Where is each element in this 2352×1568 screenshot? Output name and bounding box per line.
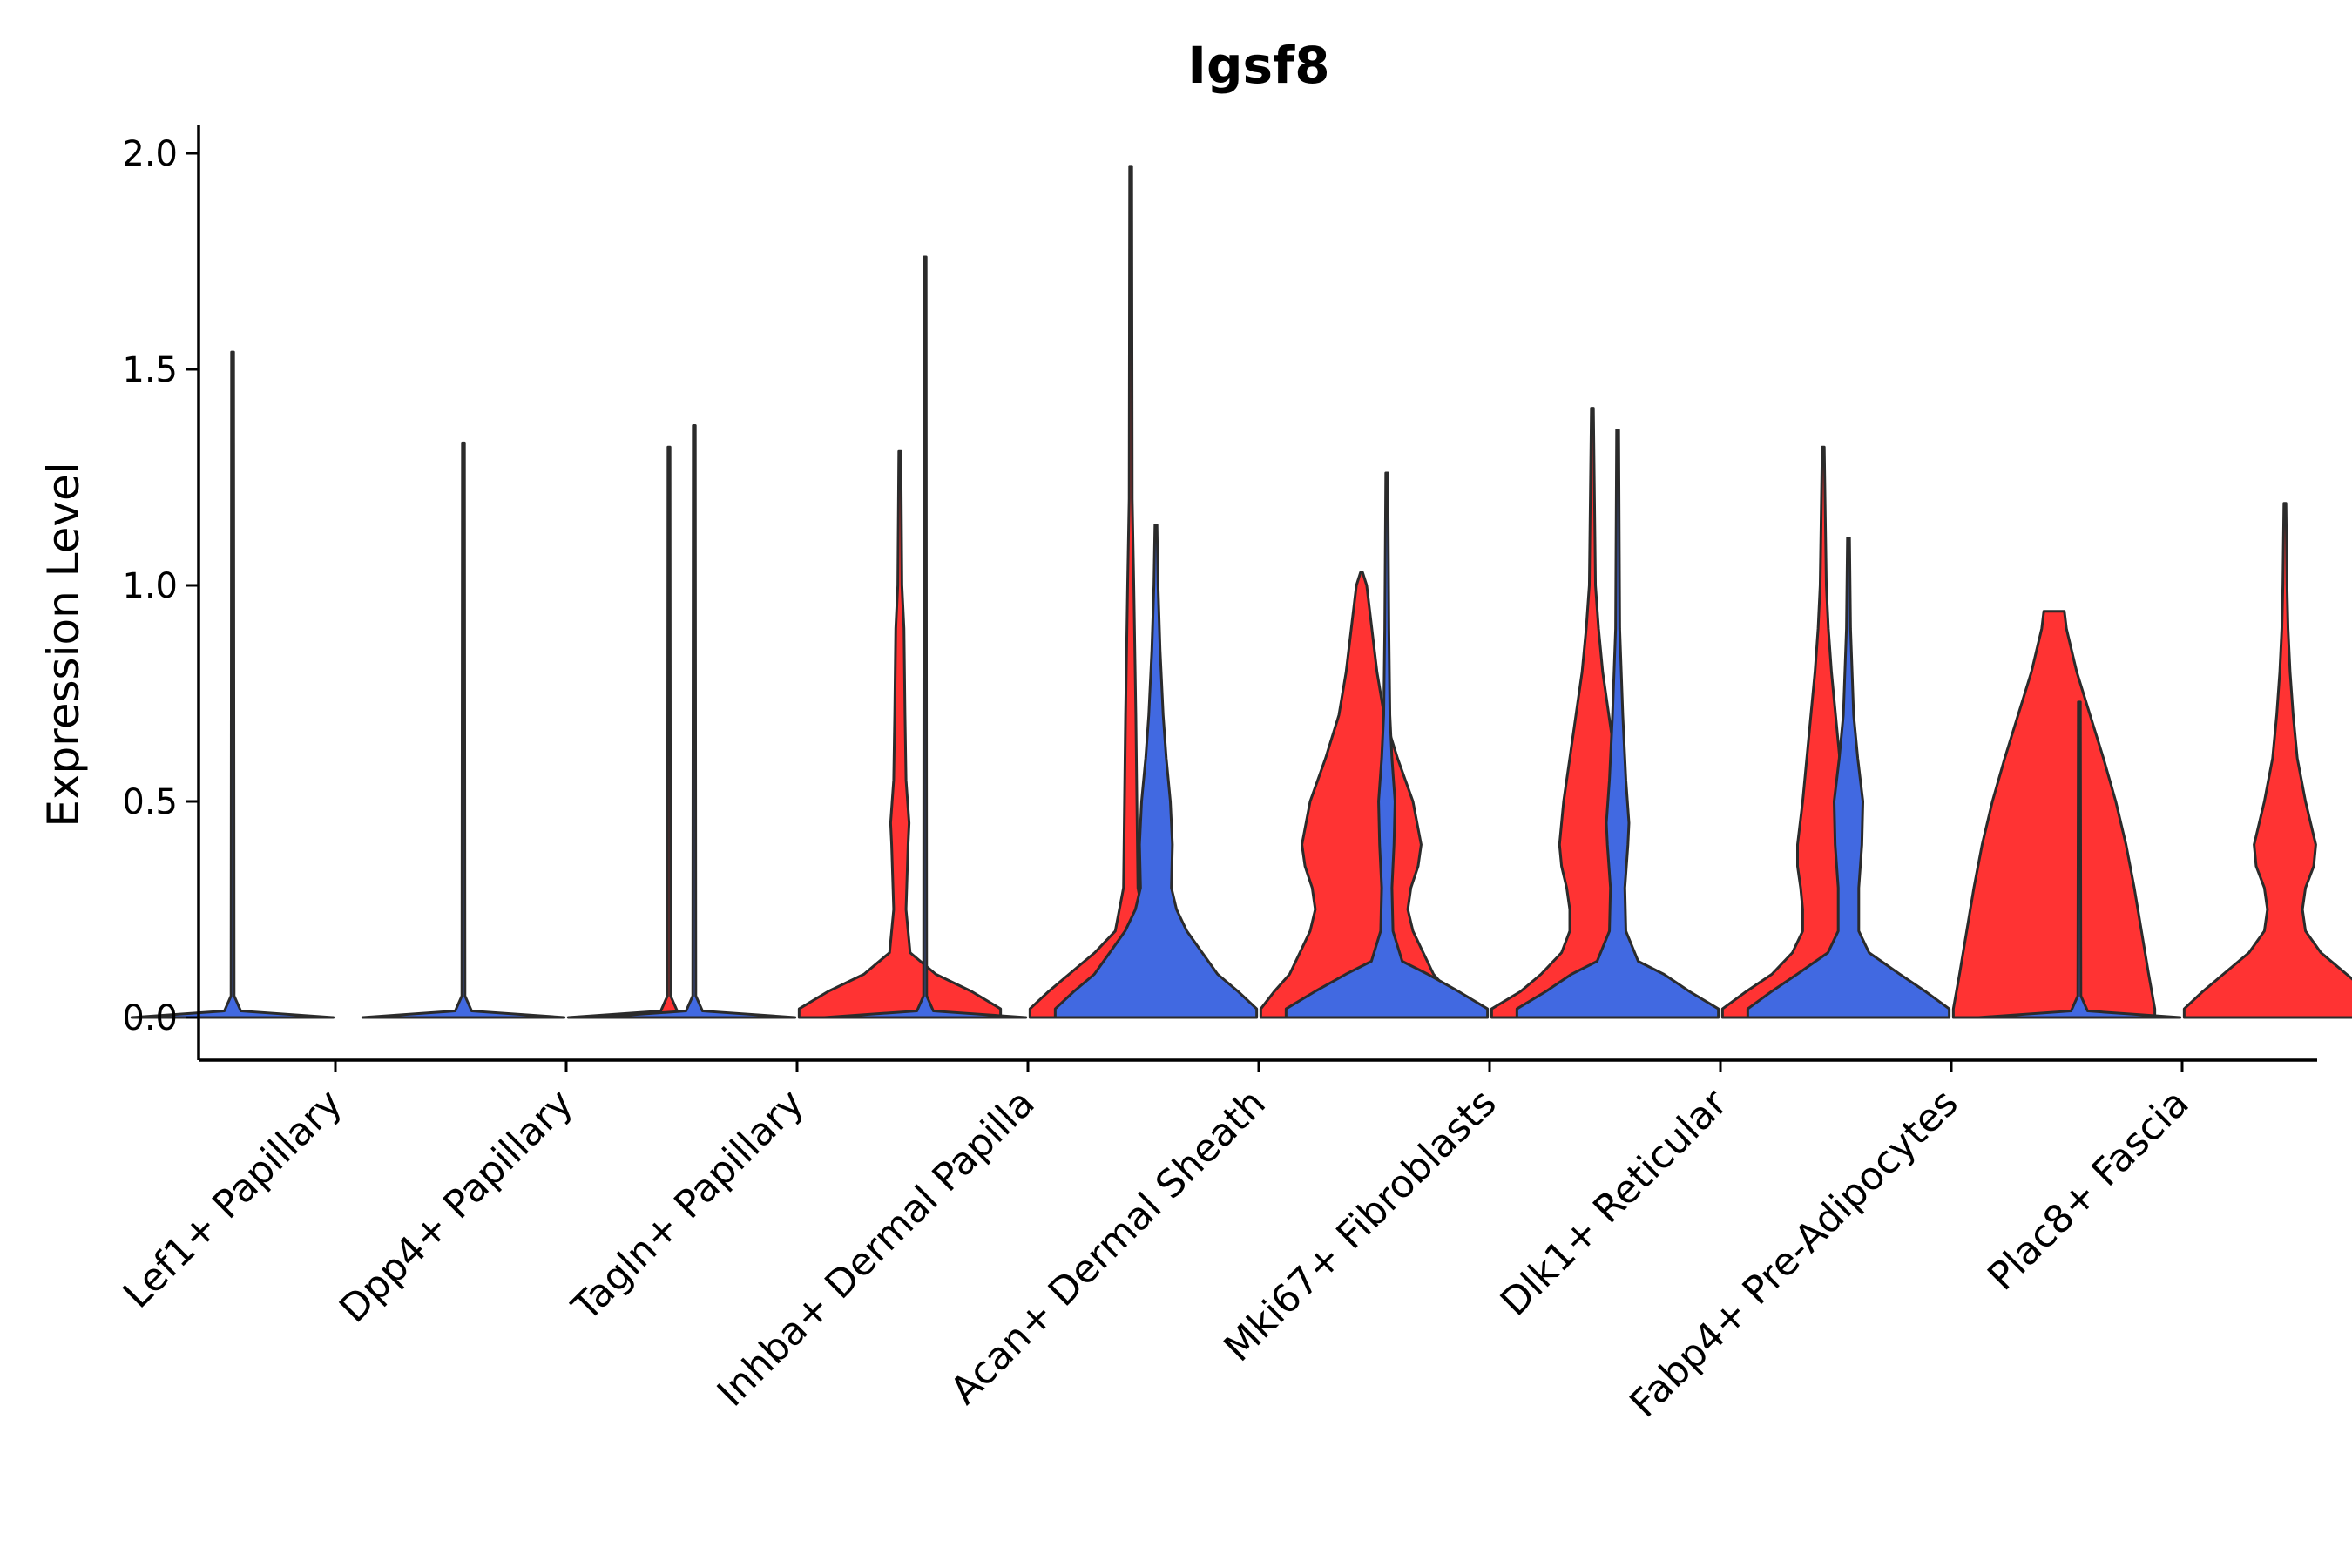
violins-layer (130, 165, 2352, 1019)
y-tick-label: 1.0 (122, 566, 178, 606)
x-tick-label: Dlk1+ Reticular (1492, 1080, 1737, 1325)
y-tick-label: 0.5 (122, 782, 178, 822)
violin-blue (1977, 700, 2182, 1019)
violin-red (1720, 445, 1926, 1019)
violin-blue (591, 423, 797, 1019)
x-tick-label: Dpp4+ Papillary (331, 1081, 582, 1332)
violin-red (566, 445, 772, 1019)
violin-red (1951, 610, 2157, 1019)
x-tick-label: Plac8+ Fascia (1979, 1081, 2198, 1300)
chart-title: Igsf8 (1187, 36, 1329, 95)
violin-blue (1746, 536, 1951, 1019)
violin-blue (361, 441, 566, 1019)
violin-blue (1284, 471, 1490, 1019)
x-tick-label: Lef1+ Papillary (115, 1081, 351, 1317)
violin-blue (1053, 524, 1259, 1019)
violin-red (1259, 571, 1464, 1019)
violin-red (2182, 502, 2352, 1019)
y-ticks: 0.0 0.5 1.0 1.5 2.0 (122, 134, 199, 1038)
violin-red (1490, 407, 1695, 1019)
y-tick-label: 2.0 (122, 134, 178, 174)
y-tick-label: 1.5 (122, 350, 178, 390)
y-axis-title: Expression Level (38, 462, 89, 827)
x-tick-label: Tagln+ Papillary (564, 1081, 813, 1330)
y-tick-label: 0.0 (122, 998, 178, 1038)
violin-red (797, 449, 1003, 1019)
violin-red (1028, 165, 1233, 1019)
violin-blue (130, 350, 335, 1019)
violin-blue (822, 255, 1028, 1019)
violin-blue (1515, 428, 1720, 1019)
